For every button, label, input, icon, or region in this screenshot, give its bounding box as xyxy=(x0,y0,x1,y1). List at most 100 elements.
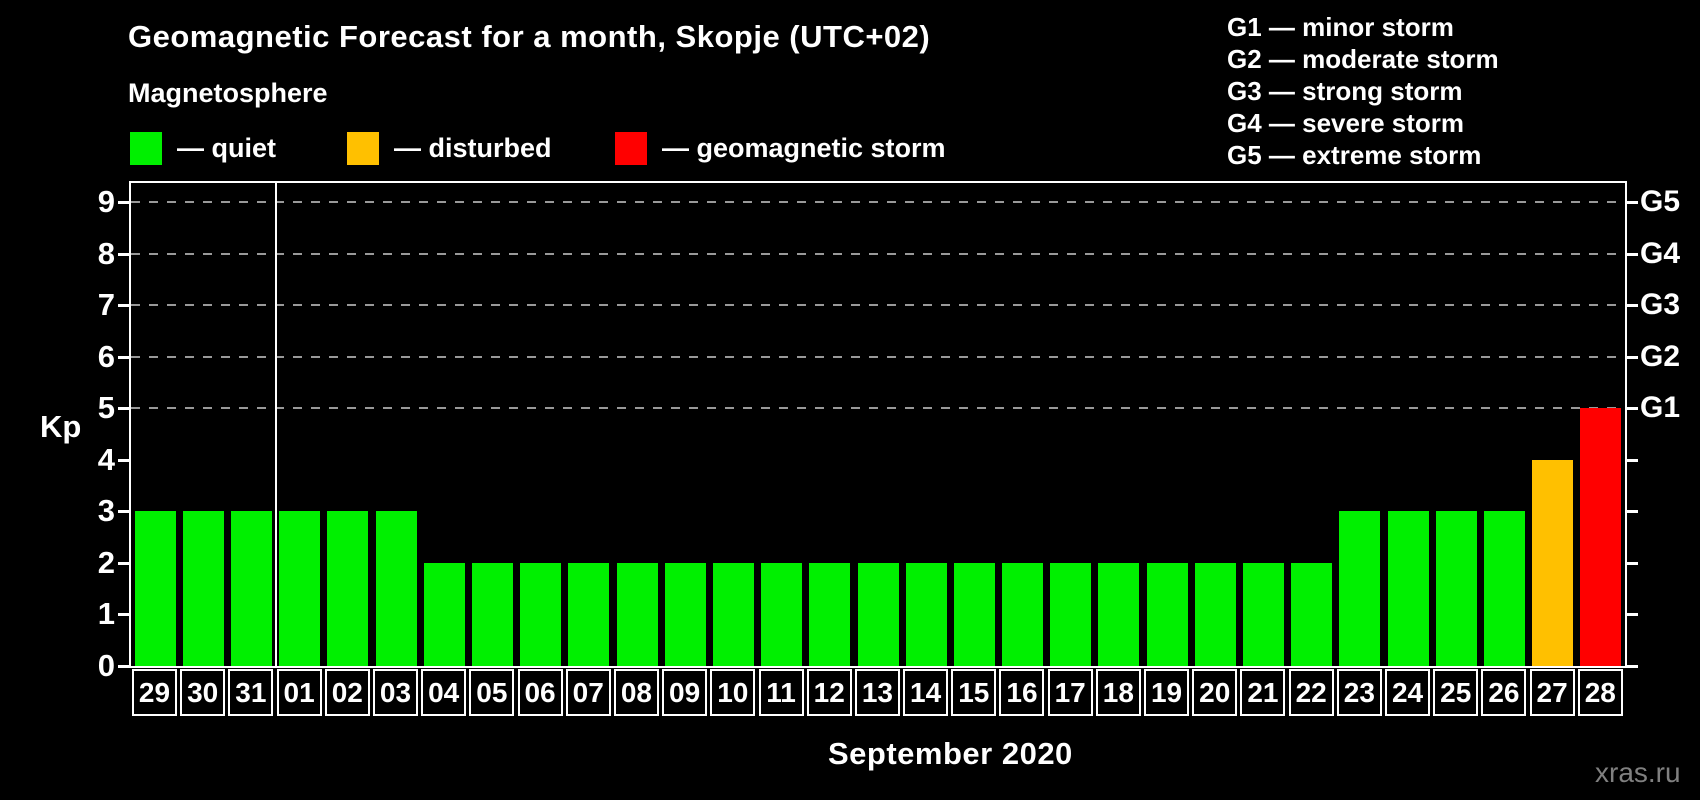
bar-day-02 xyxy=(327,511,369,666)
bar-day-27 xyxy=(1532,459,1574,666)
bar-day-26 xyxy=(1484,511,1526,666)
day-label-23: 23 xyxy=(1336,669,1382,716)
y-tick-right-6 xyxy=(1627,355,1638,359)
bar-day-25 xyxy=(1435,511,1477,666)
day-label-16: 16 xyxy=(999,669,1045,716)
watermark: xras.ru xyxy=(1595,757,1681,788)
legend-item-storm: — geomagnetic storm xyxy=(615,132,946,165)
storm-scale-line-g3: G3 — strong storm xyxy=(1227,76,1463,106)
day-label-02: 02 xyxy=(324,669,370,716)
y-tick-left-4 xyxy=(118,458,129,462)
bar-day-08 xyxy=(616,562,658,666)
day-label-20: 20 xyxy=(1192,669,1238,716)
right-axis-label-g1: G1 xyxy=(1640,391,1681,425)
storm-scale-line-g1: G1 — minor storm xyxy=(1227,12,1454,42)
y-tick-right-7 xyxy=(1627,304,1638,308)
bar-day-20 xyxy=(1194,562,1236,666)
bar-day-07 xyxy=(568,562,610,666)
plot-area xyxy=(118,181,1638,668)
y-tick-left-5 xyxy=(118,407,129,411)
y-tick-left-3 xyxy=(118,510,129,514)
storm-scale-line-g4: G4 — severe storm xyxy=(1227,108,1465,138)
y-tick-left-6 xyxy=(118,355,129,359)
day-label-22: 22 xyxy=(1288,669,1334,716)
bar-day-11 xyxy=(761,562,803,666)
day-label-13: 13 xyxy=(854,669,900,716)
y-tick-left-8 xyxy=(118,252,129,256)
x-axis-title: September 2020 xyxy=(828,736,1073,771)
bar-day-31 xyxy=(230,511,272,666)
bar-day-03 xyxy=(375,511,417,666)
bar-day-01 xyxy=(279,511,321,666)
y-tick-left-0 xyxy=(118,665,129,668)
y-tick-right-0 xyxy=(1627,665,1638,668)
day-label-08: 08 xyxy=(613,669,659,716)
day-label-30: 30 xyxy=(180,669,226,716)
y-tick-label-9: 9 xyxy=(97,184,115,219)
day-label-26: 26 xyxy=(1481,669,1527,716)
y-tick-label-5: 5 xyxy=(97,390,115,426)
day-label-14: 14 xyxy=(903,669,949,716)
y-tick-label-3: 3 xyxy=(97,493,115,529)
bar-day-05 xyxy=(471,562,513,666)
y-tick-left-2 xyxy=(118,561,129,565)
y-tick-label-4: 4 xyxy=(97,441,115,477)
right-axis-label-g5: G5 xyxy=(1640,185,1681,218)
bar-day-19 xyxy=(1146,562,1188,666)
right-axis-label-g2: G2 xyxy=(1640,339,1681,373)
bar-day-13 xyxy=(857,562,899,666)
bar-day-10 xyxy=(712,562,754,666)
bar-day-21 xyxy=(1243,562,1285,666)
day-label-15: 15 xyxy=(951,669,997,716)
day-label-06: 06 xyxy=(517,669,563,716)
bar-day-16 xyxy=(1002,562,1044,666)
bar-day-15 xyxy=(953,562,995,666)
y-tick-right-3 xyxy=(1627,510,1638,514)
day-label-07: 07 xyxy=(565,669,611,716)
bar-day-06 xyxy=(520,562,562,666)
gridline-kp9 xyxy=(131,201,1625,203)
bar-day-22 xyxy=(1291,562,1333,666)
day-label-01: 01 xyxy=(276,669,322,716)
storm-swatch xyxy=(615,132,647,165)
day-label-21: 21 xyxy=(1240,669,1286,716)
legend-label-quiet: — quiet xyxy=(177,133,276,163)
day-label-27: 27 xyxy=(1529,669,1575,716)
bar-day-18 xyxy=(1098,562,1140,666)
bar-day-30 xyxy=(182,511,224,666)
bar-day-14 xyxy=(905,562,947,666)
y-tick-left-1 xyxy=(118,613,129,617)
bar-day-09 xyxy=(664,562,706,666)
day-label-05: 05 xyxy=(469,669,515,716)
day-label-29: 29 xyxy=(132,669,177,716)
y-tick-label-1: 1 xyxy=(97,596,115,632)
y-tick-label-8: 8 xyxy=(97,235,115,271)
y-tick-right-4 xyxy=(1627,458,1638,462)
y-tick-right-9 xyxy=(1627,201,1638,204)
disturbed-swatch xyxy=(347,132,379,165)
storm-scale-line-g5: G5 — extreme storm xyxy=(1227,140,1482,170)
y-tick-label-0: 0 xyxy=(97,648,115,683)
gridline-kp6 xyxy=(131,355,1625,358)
day-label-11: 11 xyxy=(758,669,804,716)
day-label-04: 04 xyxy=(421,669,467,716)
quiet-swatch xyxy=(130,132,162,165)
y-tick-label-7: 7 xyxy=(97,287,115,323)
day-label-19: 19 xyxy=(1144,669,1190,716)
day-label-25: 25 xyxy=(1433,669,1479,716)
bar-day-24 xyxy=(1387,511,1429,666)
page-title: Geomagnetic Forecast for a month, Skopje… xyxy=(128,19,931,54)
day-label-18: 18 xyxy=(1095,669,1141,716)
day-label-03: 03 xyxy=(372,669,418,716)
legend-label-storm: — geomagnetic storm xyxy=(662,133,946,163)
gridline-kp5 xyxy=(131,407,1625,410)
right-axis-label-g3: G3 xyxy=(1640,288,1681,322)
right-axis-label-g4: G4 xyxy=(1640,236,1681,270)
month-separator-line xyxy=(274,183,277,666)
bar-day-12 xyxy=(809,562,851,666)
bar-day-04 xyxy=(423,562,465,666)
y-axis-label: Kp xyxy=(40,409,82,444)
y-tick-right-1 xyxy=(1627,613,1638,617)
y-tick-label-2: 2 xyxy=(97,544,115,580)
day-label-28: 28 xyxy=(1577,669,1623,716)
